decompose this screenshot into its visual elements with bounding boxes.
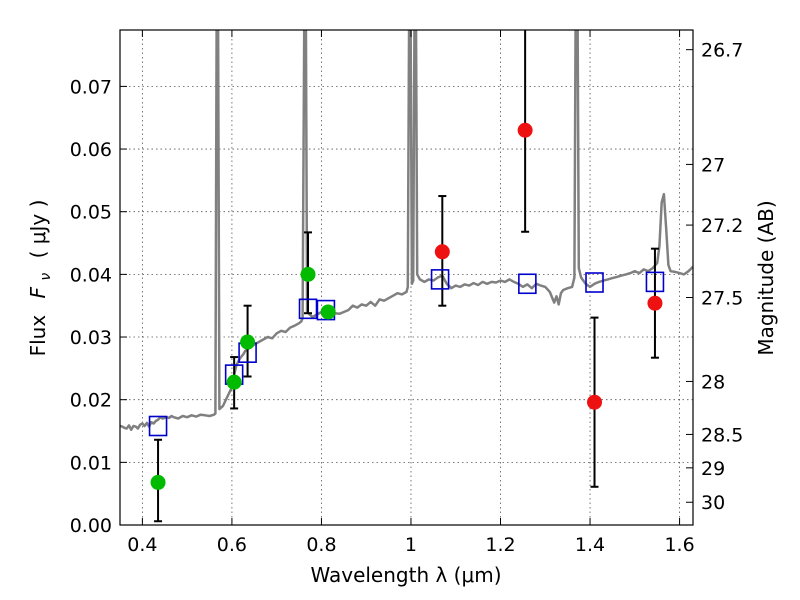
magnitude-tick-label: 30 bbox=[701, 492, 725, 514]
model-spectrum bbox=[120, 30, 693, 432]
y-tick-labels: 0.00 0.01 0.02 0.03 0.04 0.05 0.06 0.07 bbox=[70, 76, 112, 537]
y-tick-label: 0.05 bbox=[70, 202, 112, 224]
optical-photometry-point bbox=[150, 474, 166, 490]
y-tick-label: 0.07 bbox=[70, 76, 112, 98]
optical-photometry-point bbox=[300, 266, 316, 282]
y-axis-label-unit: ( μJy ) bbox=[26, 200, 50, 259]
x-tick-label: 0.4 bbox=[127, 534, 157, 556]
magnitude-tick-label: 27.2 bbox=[701, 215, 743, 237]
model-photometry-square bbox=[298, 298, 318, 320]
y-tick-label: 0.03 bbox=[70, 327, 112, 349]
x-axis-label: Wavelength λ (μm) bbox=[310, 563, 501, 587]
x-tick-label: 0.8 bbox=[306, 534, 336, 556]
x-tick-label: 1.2 bbox=[485, 534, 515, 556]
error-bars bbox=[154, 30, 659, 523]
optical-photometry-point bbox=[240, 334, 256, 350]
y-axis-label-left: Flux F ν ( μJy ) bbox=[26, 200, 55, 357]
magnitude-tick-label: 28.5 bbox=[701, 424, 743, 446]
x-tick-label: 1.4 bbox=[575, 534, 605, 556]
nir-photometry-point bbox=[434, 244, 450, 260]
model-photometry bbox=[148, 269, 665, 437]
magnitude-tick-label: 27.5 bbox=[701, 287, 743, 309]
model-photometry-square bbox=[518, 273, 537, 295]
y-tick-label: 0.04 bbox=[70, 264, 112, 286]
x-tick-label: 1 bbox=[405, 534, 417, 556]
y-tick-label: 0.06 bbox=[70, 139, 112, 161]
x-tick-label: 0.6 bbox=[217, 534, 247, 556]
model-photometry-square bbox=[645, 271, 665, 293]
magnitude-tick-label: 29 bbox=[701, 458, 725, 480]
model-photometry-square bbox=[585, 272, 604, 293]
optical-photometry-point bbox=[226, 374, 242, 390]
magnitude-tick-label: 28 bbox=[701, 371, 725, 393]
y-axis-label-symbol: F bbox=[26, 286, 50, 298]
optical-photometry-point bbox=[320, 304, 336, 320]
y-axis-label-subscript: ν bbox=[38, 273, 54, 281]
model-photometry-square bbox=[430, 269, 450, 290]
nir-photometry-point bbox=[587, 394, 603, 410]
y-tick-label: 0.01 bbox=[70, 452, 112, 474]
magnitude-tick-label: 27 bbox=[701, 154, 725, 176]
spectrum-line bbox=[120, 30, 693, 432]
x-tick-labels: 0.4 0.6 0.8 1 1.2 1.4 1.6 bbox=[127, 534, 694, 556]
tick-marks bbox=[120, 30, 693, 526]
model-photometry-square bbox=[148, 415, 168, 437]
nir-photometry-point bbox=[517, 122, 533, 138]
y-tick-label: 0.00 bbox=[70, 515, 112, 537]
plot-frame bbox=[119, 29, 694, 526]
y-axis-label-right: Magnitude (AB) bbox=[754, 200, 778, 355]
y-tick-label: 0.02 bbox=[70, 390, 112, 412]
x-tick-label: 1.6 bbox=[664, 534, 694, 556]
magnitude-tick-label: 26.7 bbox=[701, 40, 743, 62]
y-axis-label-prefix: Flux bbox=[26, 315, 50, 357]
magnitude-tick-labels: 26.7 27 27.2 27.5 28 28.5 29 30 bbox=[701, 40, 743, 515]
nir-photometry-point bbox=[647, 295, 663, 311]
grid-lines bbox=[120, 30, 693, 525]
observed-photometry bbox=[150, 122, 663, 490]
